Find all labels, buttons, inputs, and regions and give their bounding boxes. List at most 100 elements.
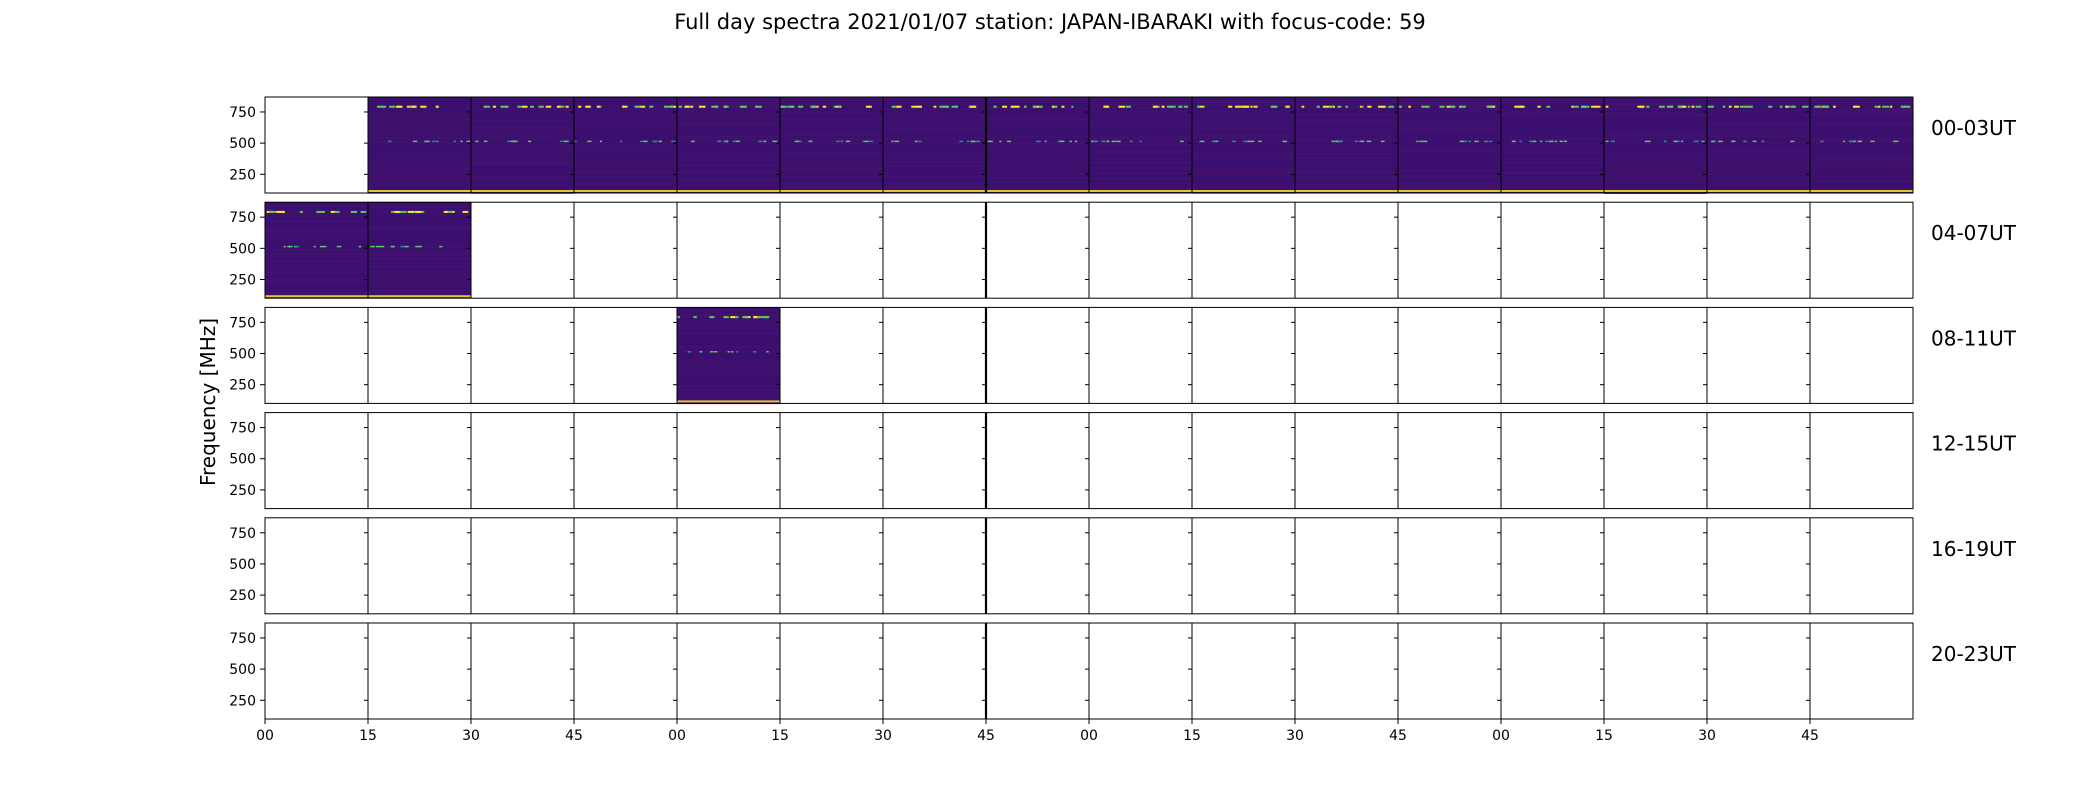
rfi-mark — [1673, 140, 1678, 143]
rfi-mark — [330, 210, 336, 213]
noise-line — [1089, 135, 1192, 137]
rfi-mark — [918, 105, 922, 108]
rfi-mark — [1093, 140, 1099, 143]
spectrum-background — [1604, 97, 1707, 193]
rfi-mark — [1483, 140, 1489, 143]
noise-line — [1501, 139, 1604, 141]
noise-line — [1089, 135, 1192, 137]
rfi-mark — [412, 210, 418, 213]
noise-line — [368, 119, 471, 121]
y-tick-label: 750 — [229, 421, 256, 437]
noise-line — [471, 97, 574, 99]
noise-line — [471, 149, 574, 151]
noise-line — [677, 367, 780, 369]
noise-line — [1604, 176, 1707, 178]
rfi-mark — [1107, 140, 1110, 143]
noise-line — [1398, 184, 1501, 186]
noise-line — [368, 290, 471, 292]
rfi-mark — [690, 105, 694, 108]
noise-line — [1501, 114, 1604, 116]
noise-line — [677, 389, 780, 391]
noise-line — [986, 118, 1089, 120]
noise-line — [677, 322, 780, 324]
rfi-mark — [693, 316, 697, 319]
rfi-mark — [407, 210, 415, 213]
panel-frame — [264, 96, 1914, 194]
noise-line — [780, 134, 883, 136]
x-tick-label: 00 — [668, 728, 686, 744]
noise-line — [986, 144, 1089, 146]
y-axis-label: Frequency [MHz] — [196, 318, 220, 486]
rfi-mark — [772, 140, 778, 143]
rfi-mark — [538, 105, 544, 108]
noise-line — [1501, 100, 1604, 102]
rfi-mark — [1874, 105, 1878, 108]
noise-line — [883, 130, 986, 132]
noise-line — [1398, 147, 1501, 149]
rfi-mark — [1449, 105, 1455, 108]
rfi-mark — [1843, 140, 1846, 143]
noise-line — [1192, 123, 1295, 125]
rfi-mark — [716, 140, 722, 143]
noise-line — [574, 163, 677, 165]
noise-line — [883, 191, 986, 193]
noise-line — [471, 176, 574, 178]
noise-line — [1707, 179, 1810, 181]
noise-line — [265, 292, 368, 294]
noise-line — [1089, 183, 1192, 185]
row-label: 00-03UT — [1931, 116, 2017, 140]
noise-line — [265, 255, 368, 257]
noise-line — [471, 117, 574, 119]
noise-line — [368, 132, 471, 134]
noise-line — [1707, 132, 1810, 134]
noise-line — [1295, 124, 1398, 126]
noise-line — [368, 280, 471, 282]
noise-line — [1707, 191, 1810, 193]
noise-line — [780, 175, 883, 177]
noise-line — [1501, 138, 1604, 140]
noise-line — [1192, 101, 1295, 103]
noise-line — [368, 152, 471, 154]
rfi-mark — [389, 105, 396, 108]
noise-line — [265, 280, 368, 282]
noise-line — [574, 182, 677, 184]
rfi-mark — [411, 105, 417, 108]
rfi-mark — [1361, 105, 1364, 108]
noise-line — [677, 394, 780, 396]
rfi-mark — [1282, 140, 1287, 143]
rfi-mark — [391, 210, 394, 213]
rfi-mark — [599, 140, 602, 143]
noise-line — [986, 162, 1089, 164]
rfi-mark — [412, 140, 418, 143]
noise-line — [1398, 124, 1501, 126]
rfi-mark — [1051, 105, 1055, 108]
rfi-mark — [1408, 105, 1411, 108]
noise-line — [368, 252, 471, 254]
noise-line — [883, 154, 986, 156]
noise-line — [1398, 104, 1501, 106]
rfi-mark — [1637, 105, 1644, 108]
rfi-mark — [428, 140, 431, 143]
rfi-mark — [1663, 140, 1667, 143]
rfi-mark — [1752, 140, 1757, 143]
rfi-mark — [1857, 140, 1863, 143]
rfi-mark — [730, 351, 734, 353]
spectrum-background — [368, 202, 471, 299]
noise-line — [677, 328, 780, 330]
noise-line — [1398, 103, 1501, 105]
noise-line — [368, 256, 471, 258]
rfi-mark — [959, 140, 964, 143]
noise-line — [1295, 172, 1398, 174]
noise-line — [471, 121, 574, 123]
noise-line — [1707, 135, 1810, 137]
noise-line — [677, 118, 780, 120]
noise-line — [883, 98, 986, 100]
noise-line — [574, 118, 677, 120]
rfi-mark — [732, 316, 739, 319]
noise-line — [368, 138, 471, 140]
rfi-mark — [1036, 105, 1039, 108]
noise-line — [780, 139, 883, 141]
noise-line — [1501, 161, 1604, 163]
noise-line — [1089, 110, 1192, 112]
